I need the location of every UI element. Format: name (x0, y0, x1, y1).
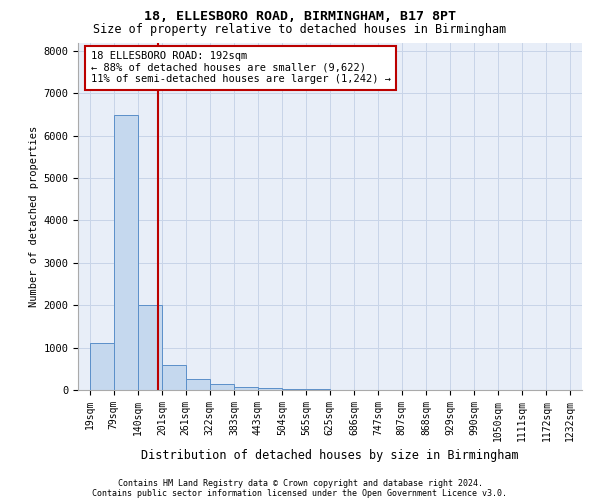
Bar (210, 384, 234, 390)
Bar (234, 386, 258, 390)
Text: 18 ELLESBORO ROAD: 192sqm
← 88% of detached houses are smaller (9,622)
11% of se: 18 ELLESBORO ROAD: 192sqm ← 88% of detac… (91, 51, 391, 84)
Bar (185, 380, 210, 390)
Bar (282, 388, 306, 390)
X-axis label: Distribution of detached houses by size in Birmingham: Distribution of detached houses by size … (141, 449, 519, 462)
Bar (258, 388, 282, 390)
Bar (138, 305, 162, 390)
Text: Size of property relative to detached houses in Birmingham: Size of property relative to detached ho… (94, 22, 506, 36)
Text: 18, ELLESBORO ROAD, BIRMINGHAM, B17 8PT: 18, ELLESBORO ROAD, BIRMINGHAM, B17 8PT (144, 10, 456, 23)
Bar (162, 364, 185, 390)
Bar (90, 344, 113, 390)
Text: Contains public sector information licensed under the Open Government Licence v3: Contains public sector information licen… (92, 488, 508, 498)
Text: Contains HM Land Registry data © Crown copyright and database right 2024.: Contains HM Land Registry data © Crown c… (118, 478, 482, 488)
Bar (113, 114, 138, 390)
Y-axis label: Number of detached properties: Number of detached properties (29, 126, 39, 307)
